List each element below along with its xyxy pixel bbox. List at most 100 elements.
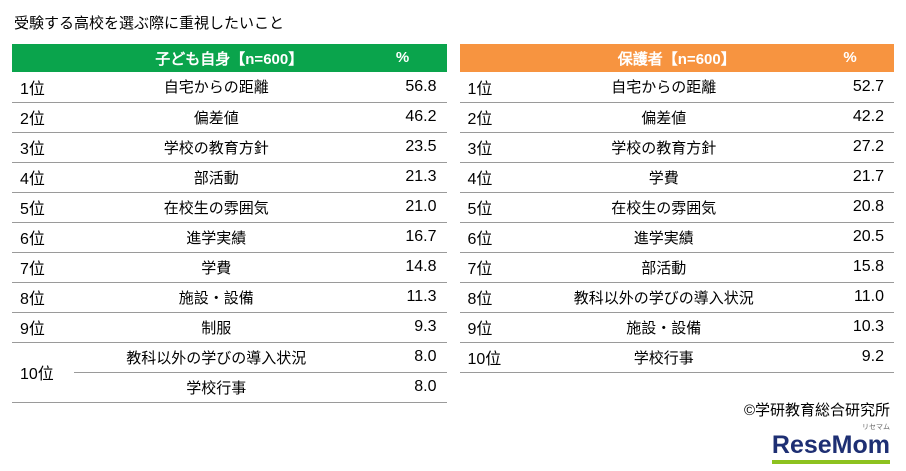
parents-group-header: 保護者【n=600】 % [459, 44, 894, 72]
value-cell: 42.2 [805, 102, 894, 133]
rank-cell: 2位 [12, 102, 74, 133]
item-cell: 自宅からの距離 [74, 72, 359, 103]
table-row: 学校行事 8.0 [12, 372, 447, 403]
rank-cell: 10位 [459, 342, 522, 373]
footer: ©学研教育総合研究所 リセマム ReseMom [744, 399, 890, 464]
table-row: 1位 自宅からの距離 56.8 [12, 72, 447, 103]
item-cell: 偏差値 [521, 102, 806, 133]
table-row: 10位 学校行事 9.2 [459, 342, 894, 373]
children-header-row: 子ども自身【n=600】 % [12, 44, 447, 72]
tables-row: 子ども自身【n=600】 % 1位 自宅からの距離 56.8 2位 偏差値 4 [12, 44, 894, 403]
parents-table: 保護者【n=600】 % 1位 自宅からの距離 52.7 2位 偏差値 42. [459, 44, 894, 373]
rank-cell: 4位 [459, 162, 522, 193]
value-cell: 14.8 [358, 252, 447, 283]
value-cell: 9.2 [805, 342, 894, 373]
table-row: 5位 在校生の雰囲気 20.8 [459, 192, 894, 223]
parents-table-wrap: 保護者【n=600】 % 1位 自宅からの距離 52.7 2位 偏差値 42. [459, 44, 894, 403]
children-group-header: 子ども自身【n=600】 % [12, 44, 447, 72]
item-cell: 自宅からの距離 [521, 72, 806, 103]
item-cell: 進学実績 [74, 222, 359, 253]
value-cell: 21.3 [358, 162, 447, 193]
value-cell: 56.8 [358, 72, 447, 103]
rank-cell: 6位 [459, 222, 522, 253]
table-row: 6位 進学実績 20.5 [459, 222, 894, 253]
parents-group-label: 保護者【n=600】 [617, 50, 736, 68]
table-row: 7位 学費 14.8 [12, 252, 447, 283]
children-table-wrap: 子ども自身【n=600】 % 1位 自宅からの距離 56.8 2位 偏差値 4 [12, 44, 447, 403]
value-cell: 20.8 [805, 192, 894, 223]
value-cell: 10.3 [805, 312, 894, 343]
item-cell: 施設・設備 [74, 282, 359, 313]
rank-cell: 7位 [459, 252, 522, 283]
rank-cell: 9位 [12, 312, 74, 343]
rank-cell: 5位 [459, 192, 522, 223]
table-row: 2位 偏差値 42.2 [459, 102, 894, 133]
table-row: 10位 教科以外の学びの導入状況 8.0 [12, 342, 447, 403]
value-cell: 46.2 [358, 102, 447, 133]
rank-cell: 1位 [459, 72, 522, 103]
item-cell: 部活動 [521, 252, 806, 283]
logo-furigana: リセマム [862, 424, 890, 432]
item-cell: 在校生の雰囲気 [521, 192, 806, 223]
table-row: 4位 部活動 21.3 [12, 162, 447, 193]
rank-cell: 3位 [459, 132, 522, 163]
value-cell: 11.0 [805, 282, 894, 313]
rank-cell: 6位 [12, 222, 74, 253]
copyright-text: ©学研教育総合研究所 [743, 402, 890, 420]
rank-cell: 8位 [459, 282, 522, 313]
value-cell: 11.3 [358, 282, 447, 313]
item-cell: 学校の教育方針 [521, 132, 806, 163]
rank-cell: 1位 [12, 72, 74, 103]
rank-cell: 2位 [459, 102, 522, 133]
table-row: 1位 自宅からの距離 52.7 [459, 72, 894, 103]
value-cell: 21.0 [358, 192, 447, 223]
children-percent-label: % [395, 49, 410, 66]
table-row: 8位 教科以外の学びの導入状況 11.0 [459, 282, 894, 313]
table-row: 3位 学校の教育方針 27.2 [459, 132, 894, 163]
rank-cell: 5位 [12, 192, 74, 223]
rank-cell: 4位 [12, 162, 74, 193]
value-cell: 8.0 [358, 372, 447, 403]
value-cell: 52.7 [805, 72, 894, 103]
value-cell: 27.2 [805, 132, 894, 163]
value-cell: 8.0 [358, 342, 447, 373]
rank-cell: 3位 [12, 132, 74, 163]
resemom-logo: リセマム ReseMom [771, 424, 890, 464]
parents-percent-label: % [843, 49, 857, 66]
item-cell: 偏差値 [74, 102, 359, 133]
table-row: 3位 学校の教育方針 23.5 [12, 132, 447, 163]
value-cell: 23.5 [358, 132, 447, 163]
value-cell: 15.8 [805, 252, 894, 283]
rank-cell: 8位 [12, 282, 74, 313]
item-cell: 学校行事 [521, 342, 806, 373]
item-cell: 学費 [74, 252, 359, 283]
item-cell: 教科以外の学びの導入状況 [521, 282, 806, 313]
logo-text: ReseMom [771, 430, 890, 459]
table-row: 6位 進学実績 16.7 [12, 222, 447, 253]
item-cell: 学費 [521, 162, 806, 193]
table-row: 9位 制服 9.3 [12, 312, 447, 343]
table-row: 7位 部活動 15.8 [459, 252, 894, 283]
table-row: 2位 偏差値 46.2 [12, 102, 447, 133]
table-row: 5位 在校生の雰囲気 21.0 [12, 192, 447, 223]
logo-underline-bar [771, 460, 890, 464]
item-cell: 教科以外の学びの導入状況 [74, 342, 359, 373]
item-cell: 制服 [74, 312, 359, 343]
table-row: 9位 施設・設備 10.3 [459, 312, 894, 343]
rank-cell: 9位 [459, 312, 522, 343]
value-cell: 20.5 [805, 222, 894, 253]
item-cell: 学校の教育方針 [74, 132, 359, 163]
item-cell: 学校行事 [74, 372, 359, 403]
value-cell: 16.7 [358, 222, 447, 253]
table-row: 8位 施設・設備 11.3 [12, 282, 447, 313]
rank-cell: 7位 [12, 252, 74, 283]
table-row: 4位 学費 21.7 [459, 162, 894, 193]
item-cell: 施設・設備 [521, 312, 806, 343]
children-table: 子ども自身【n=600】 % 1位 自宅からの距離 56.8 2位 偏差値 4 [12, 44, 447, 403]
item-cell: 部活動 [74, 162, 359, 193]
parents-header-row: 保護者【n=600】 % [459, 44, 894, 72]
rank-cell-tied: 10位 [12, 342, 74, 403]
page-title: 受験する高校を選ぶ際に重視したいこと [14, 15, 285, 32]
item-cell: 在校生の雰囲気 [74, 192, 359, 223]
value-cell: 9.3 [358, 312, 447, 343]
